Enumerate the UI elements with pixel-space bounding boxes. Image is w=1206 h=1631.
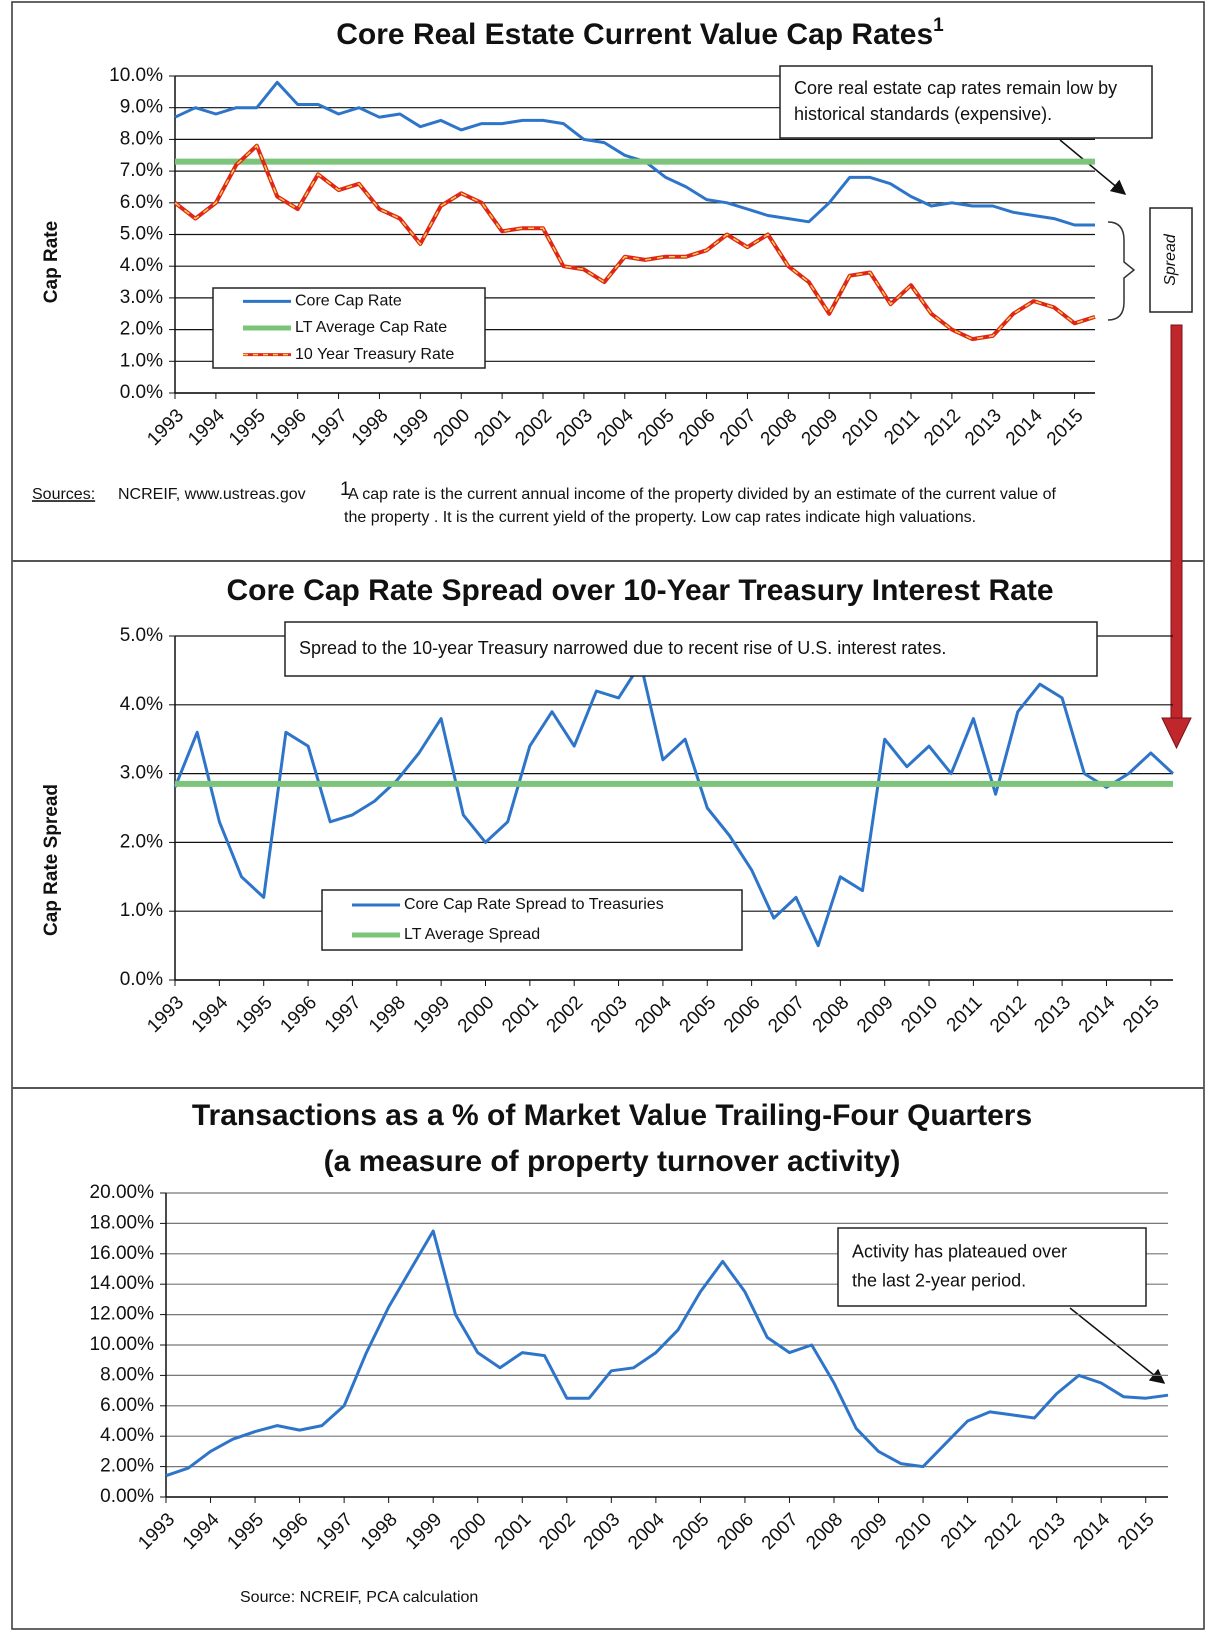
legend-label: 10 Year Treasury Rate (295, 346, 454, 363)
y-axis-label: Cap Rate (41, 221, 62, 303)
series-line (174, 80, 1095, 227)
series-line (173, 662, 1175, 948)
annotation-text: historical standards (expensive). (794, 104, 1052, 124)
annotation-text: Spread to the 10-year Treasury narrowed … (299, 638, 946, 658)
title-superscript: 1 (933, 15, 944, 36)
spread-box (1149, 207, 1193, 313)
y-tick-label: 12.00% (90, 1304, 155, 1325)
y-tick-label: 2.0% (120, 319, 163, 340)
y-tick-label: 2.0% (120, 831, 163, 852)
series-line-dash (174, 144, 1096, 340)
chart-subtitle: (a measure of property turnover activity… (324, 1145, 901, 1178)
y-tick-label: 0.0% (120, 969, 163, 990)
y-tick-label: 5.0% (120, 224, 163, 245)
title-text: Core Real Estate Current Value Cap Rates (336, 18, 933, 51)
legend-label: Core Cap Rate (295, 293, 402, 310)
y-tick-label: 20.00% (90, 1182, 155, 1203)
y-tick-label: 16.00% (90, 1243, 155, 1264)
y-tick-label: 5.0% (120, 625, 163, 646)
page-border (11, 1, 1205, 1630)
y-tick-label: 10.00% (90, 1334, 155, 1355)
annotation-arrow (1059, 139, 1127, 195)
y-tick-label: 6.0% (120, 192, 163, 213)
annotation-text: Activity has plateaued over (852, 1241, 1067, 1261)
y-tick-label: 3.0% (120, 763, 163, 784)
red-arrow-shaft (1170, 324, 1183, 721)
legend-label: LT Average Spread (404, 926, 540, 943)
footnote: A cap rate is the current annual income … (348, 486, 1057, 503)
y-tick-label: 8.0% (120, 128, 163, 149)
y-tick-label: 4.0% (120, 694, 163, 715)
y-tick-label: 9.0% (120, 97, 163, 118)
y-tick-label: 4.00% (100, 1425, 154, 1446)
chart-title: Core Cap Rate Spread over 10-Year Treasu… (226, 574, 1053, 607)
red-arrow-head (1161, 717, 1192, 750)
y-tick-label: 2.00% (100, 1456, 154, 1477)
y-tick-label: 8.00% (100, 1364, 154, 1385)
footnote: the property . It is the current yield o… (344, 509, 976, 526)
spread-bracket (1107, 221, 1136, 321)
y-tick-label: 1.0% (120, 350, 163, 371)
y-tick-label: 4.0% (120, 255, 163, 276)
y-tick-label: 7.0% (120, 160, 163, 181)
annotation-box (284, 621, 1098, 677)
annotation-text: the last 2-year period. (852, 1270, 1026, 1290)
spread-label: Spread (1162, 233, 1179, 286)
annotation-box (779, 65, 1153, 139)
y-tick-label: 1.0% (120, 900, 163, 921)
y-tick-label: 10.0% (109, 65, 163, 86)
legend-label: Core Cap Rate Spread to Treasuries (404, 896, 664, 913)
y-tick-label: 18.00% (90, 1212, 155, 1233)
annotation-box (837, 1227, 1147, 1307)
y-tick-label: 6.00% (100, 1395, 154, 1416)
y-tick-label: 3.0% (120, 287, 163, 308)
sources: NCREIF, www.ustreas.gov (118, 486, 306, 503)
chart-title: Transactions as a % of Market Value Trai… (192, 1099, 1032, 1132)
legend-box (321, 889, 743, 951)
legend-label: LT Average Cap Rate (295, 319, 447, 336)
annotation-text: Core real estate cap rates remain low by (794, 78, 1117, 98)
y-tick-label: 0.0% (120, 382, 163, 403)
y-tick-label: 0.00% (100, 1486, 154, 1507)
sources-label: Sources: (32, 486, 95, 503)
series-line (165, 1229, 1169, 1478)
source: Source: NCREIF, PCA calculation (240, 1589, 478, 1606)
y-axis-label: Cap Rate Spread (41, 784, 62, 936)
y-tick-label: 14.00% (90, 1273, 155, 1294)
footnote-marker: 1 (340, 479, 351, 500)
chart-title: Core Real Estate Current Value Cap Rates… (336, 15, 944, 51)
